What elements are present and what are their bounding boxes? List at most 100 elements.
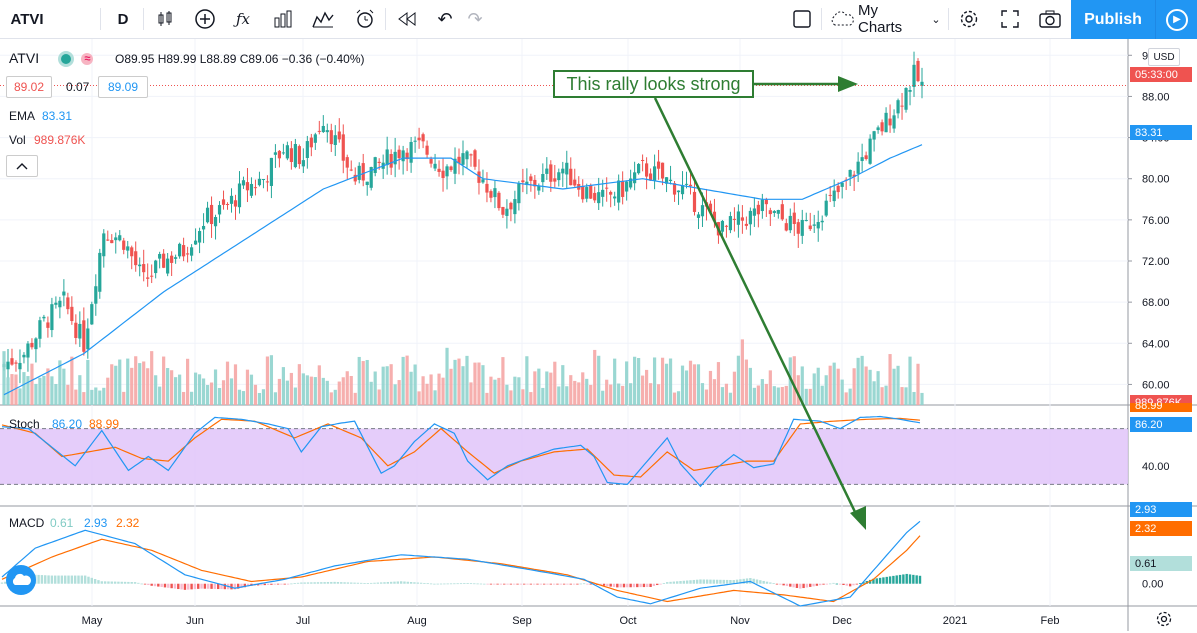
alert-icon[interactable]: [350, 0, 380, 38]
macd-histogram-bar: [243, 583, 247, 588]
volume-bar: [589, 384, 593, 405]
macd-histogram-bar: [4, 581, 7, 584]
macd-histogram-bar: [572, 583, 576, 585]
candle-body: [138, 264, 142, 267]
annotation-callout[interactable]: This rally looks strong: [553, 70, 754, 98]
candle-body: [513, 199, 517, 215]
candle-body: [10, 358, 14, 365]
tradingview-logo[interactable]: [6, 565, 36, 595]
volume-bar: [373, 371, 377, 405]
undo-icon[interactable]: ↶: [437, 8, 453, 29]
macd-histogram-bar: [193, 583, 197, 590]
macd-histogram-bar: [340, 582, 343, 584]
candle-body: [868, 138, 872, 164]
macd-histogram-bar: [815, 583, 819, 586]
layout-square-icon[interactable]: [789, 0, 815, 38]
macd-histogram-bar: [473, 583, 476, 585]
candle-body: [756, 204, 760, 215]
chart-canvas[interactable]: MayJunJulAugSepOctNovDec2021Feb92.0088.0…: [0, 39, 1197, 631]
volume-bar: [652, 357, 657, 405]
volume-bar: [14, 374, 18, 405]
vol-legend-value: 989.876K: [34, 133, 86, 147]
volume-bar: [788, 357, 792, 405]
candle-body: [94, 286, 98, 304]
macd-histogram-bar: [755, 579, 759, 584]
macd-histogram-bar: [366, 583, 370, 584]
my-charts-button[interactable]: My Charts: [858, 2, 903, 36]
publish-button[interactable]: Publish: [1071, 0, 1155, 39]
macd-histogram-bar: [306, 582, 310, 584]
volume-bar: [517, 377, 521, 405]
macd-histogram-bar: [549, 583, 553, 585]
candle-body: [134, 251, 138, 266]
macd-histogram-bar: [742, 578, 745, 584]
macd-histogram-bar: [792, 583, 795, 588]
macd-histogram-bar: [898, 574, 902, 584]
macd-histogram-bar: [819, 583, 822, 586]
redo-icon[interactable]: ↷: [467, 8, 483, 29]
candle-body: [864, 155, 868, 159]
macd-histogram-bar: [852, 583, 855, 586]
volume-bar: [569, 375, 573, 405]
candle-body: [820, 220, 824, 223]
candle-body: [126, 246, 130, 251]
macd-histogram-bar: [316, 582, 320, 584]
ask-price-box[interactable]: 89.09: [98, 76, 148, 98]
volume-bar: [281, 367, 285, 405]
volume-bar: [377, 389, 381, 405]
bid-price-box[interactable]: 89.02: [6, 76, 52, 98]
chevron-down-icon[interactable]: ⌄: [931, 13, 941, 26]
volume-bar: [197, 374, 202, 405]
candle-body: [469, 154, 473, 156]
macd-histogram-bar: [892, 575, 895, 584]
macd-histogram-bar: [752, 578, 755, 584]
chart-settings-icon[interactable]: [1155, 610, 1173, 628]
candle-body: [106, 239, 110, 241]
macd-histogram-bar: [799, 583, 802, 589]
templates-icon[interactable]: [308, 0, 338, 38]
macd-histogram-bar: [187, 583, 190, 590]
volume-bar: [908, 356, 912, 405]
macd-histogram-bar: [878, 577, 882, 584]
currency-label[interactable]: USD: [1148, 48, 1180, 66]
volume-bar: [469, 382, 473, 405]
replay-icon[interactable]: [392, 0, 422, 38]
collapse-legend-button[interactable]: [6, 155, 38, 177]
candle-body: [920, 81, 924, 86]
macd-histogram-bar: [416, 582, 419, 584]
fx-icon[interactable]: ƒx: [235, 10, 250, 28]
macd-histogram-bar: [429, 583, 433, 585]
macd-histogram-bar: [785, 583, 789, 587]
candle-body: [345, 157, 349, 168]
fullscreen-icon[interactable]: [996, 0, 1024, 38]
camera-icon[interactable]: [1036, 0, 1064, 38]
volume-bar: [46, 368, 50, 405]
volume-bar: [533, 371, 537, 405]
volume-bar: [664, 363, 669, 405]
macd-histogram-bar: [725, 579, 729, 584]
candle-body: [601, 189, 605, 197]
macd-histogram-bar: [762, 580, 765, 584]
macd-histogram-bar: [616, 583, 619, 588]
add-indicator-icon[interactable]: [190, 0, 220, 38]
volume-bar: [912, 391, 916, 405]
candles-icon[interactable]: [150, 0, 180, 38]
symbol-search[interactable]: ATVI: [10, 10, 44, 28]
interval-button[interactable]: D: [117, 10, 129, 28]
candle-body: [78, 323, 82, 339]
settings-icon[interactable]: [955, 0, 983, 38]
play-button[interactable]: ▶: [1155, 0, 1197, 39]
candle-body: [497, 192, 501, 209]
volume-bar: [613, 358, 617, 405]
volume-bar: [772, 386, 776, 405]
volume-bar: [756, 385, 760, 405]
volume-bar: [477, 362, 481, 405]
candle-body: [648, 173, 653, 181]
candle-body: [457, 156, 461, 164]
candle-body: [289, 148, 293, 163]
bars-compare-icon[interactable]: [268, 0, 298, 38]
volume-bar: [301, 373, 305, 405]
candle-body: [485, 183, 489, 193]
macd-histogram-bar: [343, 582, 346, 584]
candle-body: [413, 140, 417, 142]
